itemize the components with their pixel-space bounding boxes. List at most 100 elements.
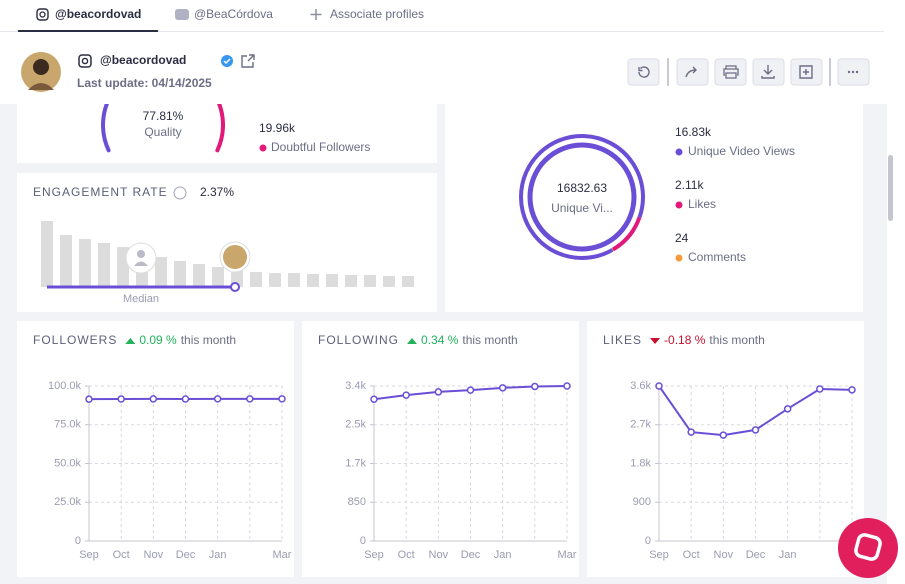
distribution-bar [174,261,186,287]
trend-icon [650,338,661,344]
median-pin [137,250,145,258]
donut-inner [527,142,637,252]
donut-segment [519,134,645,260]
legend-dot [675,201,683,209]
data-point [434,388,443,396]
chat-button[interactable] [838,518,898,578]
donut-value: 16832.63 [557,181,607,195]
data-point [783,405,792,413]
donut-label: Unique Vi... [551,201,613,215]
x-tick-label: Jan [494,549,512,561]
distribution-bar [60,235,72,287]
quality-label: Quality [144,125,181,139]
quality-arc [101,104,111,153]
scrollbar-thumb[interactable] [888,155,893,221]
user-point [230,282,240,292]
trend-icon [407,338,418,344]
tab[interactable]: Associate profiles [330,7,424,21]
avatar [33,59,49,75]
data-point [85,395,93,403]
distribution-bar [288,273,300,287]
more-icon [847,70,851,74]
y-tick-label: 100.0k [48,380,82,392]
change-value: 0.34 % [421,333,459,347]
chart-card [302,321,579,577]
data-point [751,426,760,434]
median-pin [134,261,148,266]
x-tick-label: Oct [113,549,130,561]
y-tick-label: 0 [75,535,81,547]
doubtful-arc [215,104,225,153]
toolbar-button[interactable] [714,58,747,86]
data-point [655,382,663,390]
distribution-bar [345,275,357,287]
doubtful-label: Doubtful Followers [271,140,370,154]
instagram-icon [39,11,46,18]
legend-label: Likes [688,197,716,211]
change-note: this month [709,333,764,347]
distribution-bar [383,276,395,287]
distribution-bar [402,276,414,287]
more-icon [851,70,855,74]
print-icon [723,65,739,79]
x-tick-label: Dec [176,549,196,561]
distribution-bar [250,272,262,287]
distribution-bar [98,243,110,287]
x-tick-label: Jan [779,549,797,561]
x-tick-label: Sep [364,549,384,561]
views-card [445,104,863,312]
legend-label: Unique Video Views [688,144,795,158]
instagram-icon [36,8,49,21]
data-point [149,395,158,403]
y-tick-label: 0 [360,535,366,547]
x-tick-label: Mar [273,549,292,561]
change-value: 0.09 % [139,333,177,347]
user-pin [223,245,247,269]
y-tick-label: 1.7k [345,457,366,469]
data-point [498,384,507,392]
chart-title: FOLLOWERS [33,333,117,347]
data-point [466,386,475,394]
data-point [117,395,125,403]
data-point [246,395,254,403]
data-point [278,395,286,403]
y-tick-label: 1.8k [630,457,651,469]
x-tick-label: Nov [714,549,734,561]
tab[interactable]: @BeaCórdova [194,7,273,21]
distribution-bar [364,275,376,287]
data-point [563,382,571,390]
data-point [402,391,410,399]
last-update: Last update: 04/14/2025 [77,76,212,90]
data-point [213,395,222,403]
tab[interactable]: @beacordovad [55,7,141,21]
toolbar-button[interactable] [627,58,660,86]
help-icon[interactable] [173,186,187,200]
change-note: this month [462,333,517,347]
data-point [181,395,190,403]
download-icon [761,65,775,79]
legend-value: 16.83k [675,125,712,139]
external-link-icon[interactable] [241,54,255,68]
y-tick-label: 75.0k [54,419,81,431]
quality-value: 77.81% [143,109,184,123]
y-tick-label: 900 [633,496,651,508]
x-tick-label: Dec [461,549,481,561]
more-icon [855,70,859,74]
chart-title: FOLLOWING [318,333,399,347]
y-tick-label: 2.7k [630,419,651,431]
chart-title: LIKES [603,333,642,347]
distribution-bar [155,257,167,287]
data-point [816,385,824,393]
trend-icon [125,338,136,344]
y-tick-label: 3.6k [630,380,651,392]
share-icon [685,66,697,78]
data-point [848,386,856,394]
legend-dot [259,144,267,152]
y-tick-label: 0 [645,535,651,547]
distribution-bar [212,267,224,287]
toolbar-button[interactable] [676,58,709,86]
data-point [531,382,539,391]
y-tick-label: 25.0k [54,496,81,508]
